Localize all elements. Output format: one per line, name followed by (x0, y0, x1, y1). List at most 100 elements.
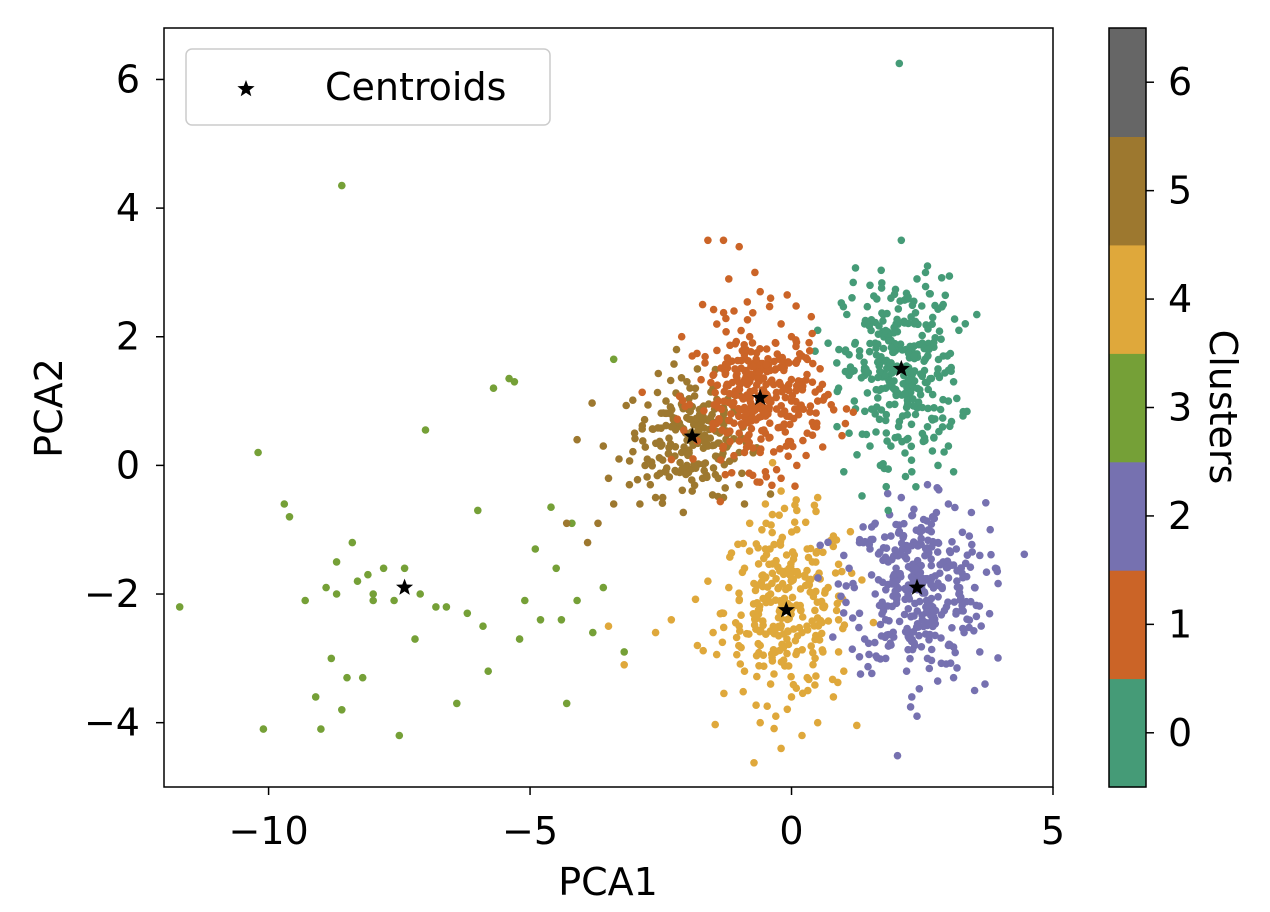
cluster-0-point (877, 284, 886, 292)
cluster-2-point (814, 574, 822, 582)
cluster-4-point (772, 556, 780, 565)
cluster-1-point (727, 469, 736, 477)
cluster-2-point (911, 564, 920, 573)
cluster-0-point (890, 323, 898, 332)
cluster-0-point (910, 352, 918, 361)
cluster-0-point (909, 395, 917, 403)
cluster-0-point (874, 394, 882, 402)
cluster-2-point (859, 523, 867, 531)
cluster-5-point (562, 519, 571, 528)
cluster-0-point (841, 367, 850, 376)
cluster-4-point (620, 661, 628, 669)
cluster-3-point (395, 731, 404, 740)
cluster-5-point (692, 414, 700, 423)
cluster-0-point (935, 427, 943, 436)
cluster-1-point (762, 360, 770, 369)
colorbar-label: Clusters (1201, 330, 1245, 485)
cluster-4-point (803, 566, 811, 575)
cluster-5-point (604, 474, 613, 483)
cluster-2-point (874, 576, 883, 584)
cluster-3-point (311, 693, 320, 701)
cluster-5-point (693, 365, 702, 373)
cluster-0-point (886, 359, 894, 368)
colorbar-segment-2 (1109, 461, 1146, 571)
cluster-1-point (792, 336, 800, 344)
cluster-4-point (832, 606, 841, 615)
cluster-2-point (985, 609, 994, 618)
cluster-4-point (788, 548, 797, 556)
cluster-3-point (348, 538, 357, 547)
cluster-0-point (882, 410, 891, 419)
cluster-2-point (987, 550, 995, 559)
cluster-5-point (636, 500, 644, 508)
cluster-4-point (806, 544, 815, 553)
cluster-0-point (923, 378, 931, 387)
cluster-1-point (808, 329, 816, 338)
cluster-0-point (835, 345, 843, 354)
cluster-3-point (327, 654, 336, 663)
cluster-4-point (790, 518, 799, 526)
cluster-1-point (731, 340, 740, 348)
y-axis-ticks: −4 −2 0 2 4 6 (84, 57, 164, 745)
cluster-2-point (944, 574, 953, 582)
cluster-2-point (884, 580, 892, 589)
cluster-5-point (646, 480, 655, 489)
cluster-4-point (783, 615, 792, 624)
cluster-1-point (723, 354, 732, 362)
cluster-1-point (748, 339, 757, 347)
cluster-5-point (711, 470, 720, 479)
cluster-1-point (777, 402, 785, 410)
cluster-4-point (754, 639, 762, 648)
cluster-4-point (763, 702, 771, 710)
cluster-4-point (759, 621, 767, 630)
cluster-0-point (959, 412, 967, 420)
cluster-4-point (759, 594, 767, 603)
cluster-0-point (833, 359, 841, 367)
cluster-4-point (762, 630, 770, 638)
cluster-4-point (782, 585, 790, 594)
cluster-2-point (867, 571, 876, 579)
cluster-5-point (691, 384, 700, 393)
cluster-1-point (737, 356, 746, 365)
colorbar-segment-1 (1109, 570, 1146, 680)
cluster-0-point (938, 414, 947, 422)
cluster-1-point (680, 426, 688, 435)
cluster-5-point (629, 447, 637, 456)
cluster-2-point (919, 622, 928, 631)
cluster-0-point (833, 422, 841, 431)
cluster-1-point (760, 403, 769, 412)
cluster-5-point (658, 493, 667, 502)
cluster-1-point (737, 326, 745, 335)
cluster-2-point (883, 602, 892, 610)
cluster-1-point (799, 436, 807, 445)
cluster-2-point (946, 548, 955, 557)
cluster-2-point (902, 555, 911, 563)
cluster-5-point (678, 486, 687, 495)
cluster-1-point (776, 445, 784, 453)
cluster-2-point (900, 519, 908, 528)
cluster-0-point (923, 262, 932, 270)
cluster-2-point (967, 508, 976, 517)
cluster-0-point (874, 373, 882, 382)
cluster-1-point (707, 378, 715, 387)
cluster-0-point (857, 374, 866, 382)
cluster-2-point (908, 511, 916, 520)
cluster-2-point (966, 563, 975, 571)
cluster-4-point (829, 542, 838, 551)
cluster-0-point (860, 358, 868, 367)
cluster-1-point (749, 362, 757, 371)
cluster-1-point (709, 305, 718, 314)
cluster-4-point (739, 687, 747, 696)
cluster-2-point (963, 615, 971, 623)
cluster-2-point (903, 624, 911, 633)
cluster-0-point (923, 345, 932, 354)
cluster-4-point (732, 633, 741, 642)
cluster-0-point (909, 402, 918, 410)
cluster-1-point (720, 387, 729, 396)
cluster-0-point (935, 327, 944, 336)
x-axis-ticks: −10 −5 0 5 (228, 787, 1065, 853)
cluster-0-point (863, 389, 872, 397)
cluster-0-point (911, 309, 920, 317)
cluster-2-point (906, 703, 915, 711)
cluster-0-point (813, 326, 822, 335)
